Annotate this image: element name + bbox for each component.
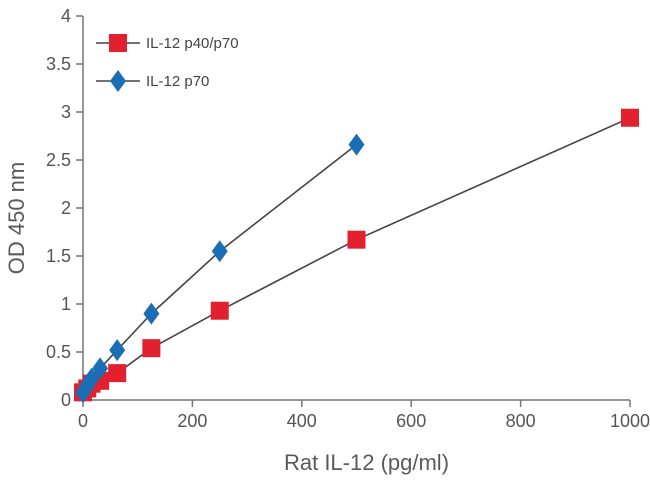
data-point-il-12-p40-p70 — [108, 364, 127, 383]
data-point-il-12-p40-p70 — [210, 301, 229, 320]
y-axis-ticks: 0 0.5 1 1.5 2 2.5 3 3.5 4 — [46, 6, 83, 410]
x-axis-ticks: 0 200 400 600 800 1000 — [78, 400, 650, 431]
legend-item-il-12-p40-p70: IL-12 p40/p70 — [96, 34, 239, 52]
data-point-il-12-p40-p70 — [142, 339, 161, 358]
data-point-il-12-p40-p70 — [621, 108, 639, 127]
x-tick-label: 1000 — [610, 411, 650, 431]
series-line-il-12-p70 — [82, 143, 357, 393]
x-tick-label: 0 — [78, 411, 88, 431]
legend-label: IL-12 p70 — [146, 73, 209, 90]
legend-marker — [109, 34, 127, 52]
y-tick-label: 1.5 — [46, 246, 71, 266]
x-tick-label: 600 — [396, 411, 426, 431]
legend-label: IL-12 p40/p70 — [146, 35, 239, 52]
data-point-il-12-p70 — [211, 240, 228, 263]
y-axis-title: OD 450 nm — [4, 162, 29, 275]
data-point-il-12-p40-p70 — [347, 230, 366, 249]
data-point-il-12-p70 — [83, 367, 100, 390]
x-axis-title: Rat IL-12 (pg/ml) — [284, 450, 449, 475]
y-tick-label: 3.5 — [46, 54, 71, 74]
y-tick-label: 0.5 — [46, 342, 71, 362]
y-tick-label: 2.5 — [46, 150, 71, 170]
legend-item-il-12-p70: IL-12 p70 — [96, 70, 209, 92]
data-point-il-12-p70 — [109, 339, 126, 362]
legend: IL-12 p40/p70 IL-12 p70 — [96, 34, 239, 92]
x-tick-label: 800 — [506, 411, 536, 431]
x-tick-label: 400 — [287, 411, 317, 431]
y-tick-label: 3 — [61, 102, 71, 122]
data-point-il-12-p70 — [92, 357, 109, 380]
y-tick-label: 0 — [61, 390, 71, 410]
y-tick-label: 4 — [61, 6, 71, 26]
x-tick-label: 200 — [177, 411, 207, 431]
data-point-il-12-p70 — [143, 302, 160, 325]
y-tick-label: 2 — [61, 198, 71, 218]
legend-marker — [110, 70, 126, 92]
series-il-12-p70 — [75, 133, 365, 404]
series-layer — [74, 108, 639, 404]
y-tick-label: 1 — [61, 294, 71, 314]
series-line-il-12-p40-p70 — [82, 117, 631, 393]
data-point-il-12-p70 — [348, 133, 365, 156]
